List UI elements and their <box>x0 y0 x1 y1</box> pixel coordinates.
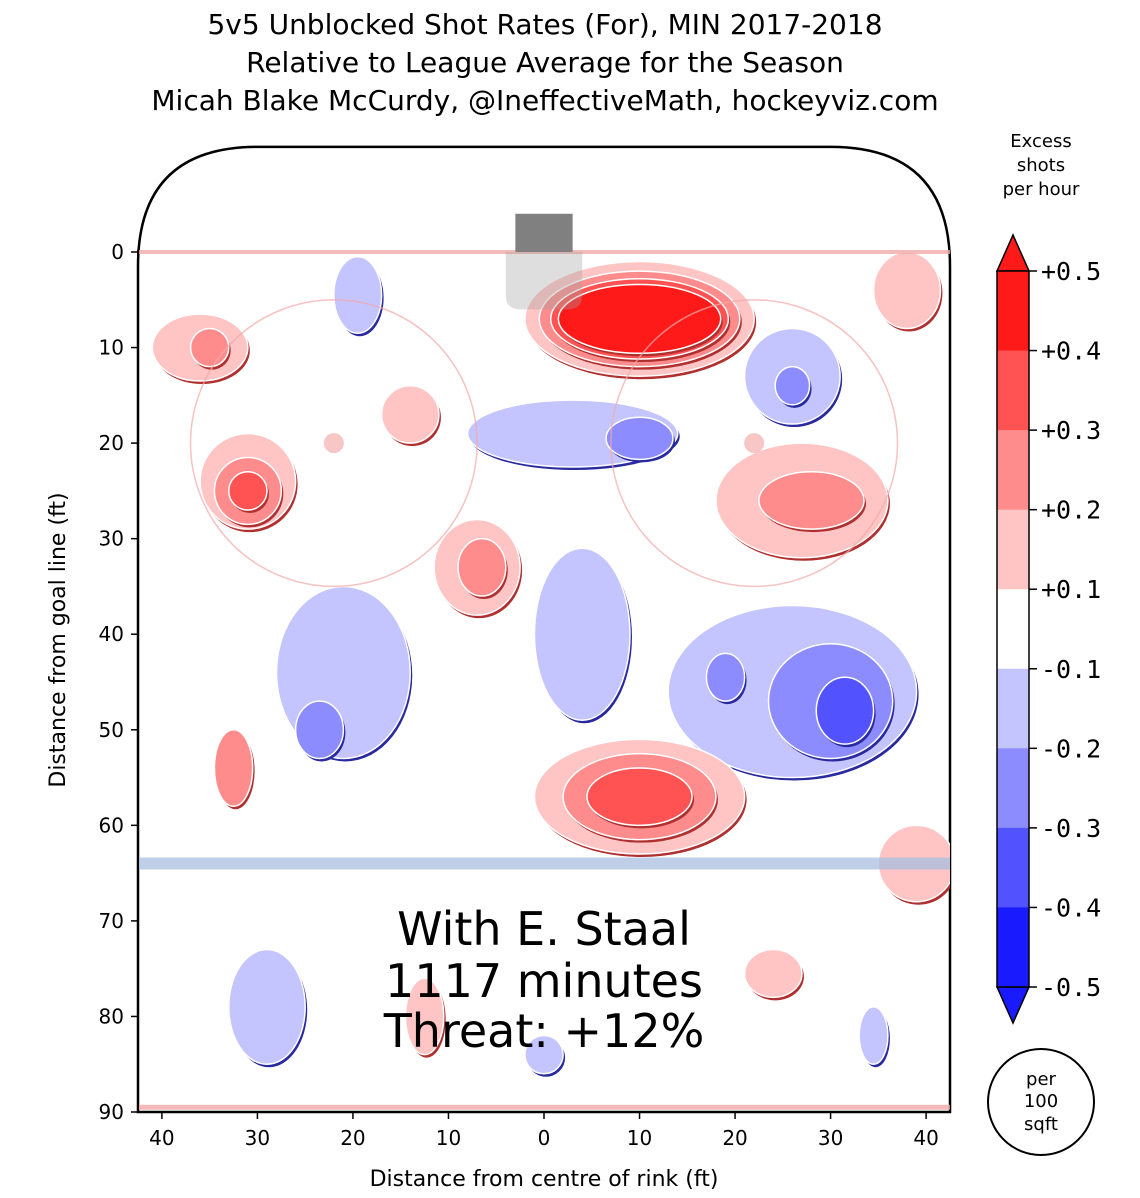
colorbar-title-line-1: Excess <box>1010 131 1071 152</box>
heat-region <box>533 547 631 721</box>
x-tick-label: 10 <box>627 1126 652 1150</box>
colorbar-band <box>997 509 1029 590</box>
unit-badge: per 100 sqft <box>987 1048 1095 1156</box>
rink-markings <box>138 213 950 1110</box>
y-tick-label: 70 <box>99 909 124 933</box>
colorbar-title-line-2: shots <box>1017 155 1065 176</box>
goal-crease <box>505 252 583 310</box>
heat-region <box>380 385 440 444</box>
colorbar-label: -0.3 <box>1041 814 1101 843</box>
faceoff-circle <box>610 299 899 588</box>
x-tick-label: 30 <box>245 1126 270 1150</box>
y-tick-label: 90 <box>99 1100 124 1124</box>
x-tick-label: 30 <box>818 1126 843 1150</box>
faceoff-dot <box>323 433 344 454</box>
faceoff-circle <box>189 299 478 588</box>
unit-badge-line-3: sqft <box>1024 1114 1058 1135</box>
annotation-line-1: With E. Staal <box>397 902 691 956</box>
colorbar-max-arrow <box>995 233 1031 272</box>
colorbar-label: +0.2 <box>1041 496 1101 525</box>
colorbar-label: +0.5 <box>1041 257 1101 286</box>
colorbar-min-arrow <box>995 986 1031 1025</box>
heat-region <box>743 948 803 999</box>
x-tick-label: 40 <box>913 1126 938 1150</box>
x-tick-label: 20 <box>340 1126 365 1150</box>
heat-region <box>858 1006 889 1065</box>
colorbar-label: +0.3 <box>1041 416 1101 445</box>
x-axis-label: Distance from centre of rink (ft) <box>370 1167 719 1192</box>
colorbar-label: +0.4 <box>1041 337 1101 366</box>
colorbar-frame <box>996 270 1030 988</box>
heat-region <box>774 365 811 406</box>
y-tick-label: 40 <box>99 622 124 646</box>
colorbar-label: -0.2 <box>1041 734 1101 763</box>
heat-region <box>333 256 383 334</box>
heat-region <box>586 767 693 827</box>
goal-net <box>515 213 573 252</box>
x-tick-label: 40 <box>149 1126 174 1150</box>
heat-region <box>872 251 942 330</box>
heat-region <box>404 977 445 1056</box>
y-tick-label: 10 <box>99 336 124 360</box>
x-tick-label: 10 <box>436 1126 461 1150</box>
y-tick-label: 20 <box>99 431 124 455</box>
colorbar-band <box>997 271 1029 352</box>
annotation: With E. Staal 1117 minutes Threat: +12% <box>383 902 705 1058</box>
colorbar-title-line-3: per hour <box>1003 179 1080 200</box>
heat-region <box>294 700 345 760</box>
chart-title-line-2: Relative to League Average for the Seaso… <box>246 46 844 79</box>
colorbar-band <box>997 827 1029 908</box>
colorbar-band <box>997 430 1029 511</box>
heat-region <box>605 416 674 461</box>
colorbar-label: -0.5 <box>1041 973 1101 1002</box>
heat-region <box>457 537 507 597</box>
colorbar: Excess shots per hour +0.5 +0.4 +0.3 +0.2 +0… <box>995 131 1101 1025</box>
heat-region <box>815 676 875 745</box>
colorbar-band <box>997 748 1029 829</box>
heat-regions <box>151 251 950 1077</box>
unit-badge-line-1: per <box>1026 1069 1057 1090</box>
heat-region <box>228 471 268 511</box>
chart-title-line-1: 5v5 Unblocked Shot Rates (For), MIN 2017… <box>207 8 883 41</box>
y-tick-label: 80 <box>99 1004 124 1028</box>
annotation-line-2: 1117 minutes <box>385 954 703 1008</box>
faceoff-dot <box>744 433 765 454</box>
heat-region <box>705 652 746 702</box>
colorbar-band <box>997 350 1029 431</box>
chart-title-line-3: Micah Blake McCurdy, @IneffectiveMath, h… <box>151 84 939 117</box>
heat-region <box>758 471 865 530</box>
heat-region <box>213 729 254 807</box>
unit-badge-line-2: 100 <box>1024 1091 1058 1112</box>
x-tick-label: 0 <box>538 1126 551 1150</box>
colorbar-band <box>997 589 1029 670</box>
y-tick-label: 50 <box>99 718 124 742</box>
axes: 40 30 20 10 0 10 20 30 40 0 10 20 30 40 50 60 70 80 90 <box>99 240 950 1150</box>
colorbar-label: -0.1 <box>1041 655 1101 684</box>
heat-region <box>189 327 230 368</box>
heat-region <box>524 1034 564 1075</box>
colorbar-label: +0.1 <box>1041 575 1101 604</box>
annotation-line-3: Threat: +12% <box>383 1004 705 1058</box>
x-tick-label: 20 <box>722 1126 747 1150</box>
y-tick-label: 60 <box>99 813 124 837</box>
heat-region <box>228 948 306 1065</box>
colorbar-label: -0.4 <box>1041 893 1101 922</box>
y-tick-label: 30 <box>99 527 124 551</box>
heat-region <box>557 283 722 355</box>
colorbar-band <box>997 907 1029 988</box>
y-axis-label: Distance from goal line (ft) <box>46 492 71 787</box>
y-tick-label: 0 <box>111 240 124 264</box>
colorbar-band <box>997 668 1029 749</box>
